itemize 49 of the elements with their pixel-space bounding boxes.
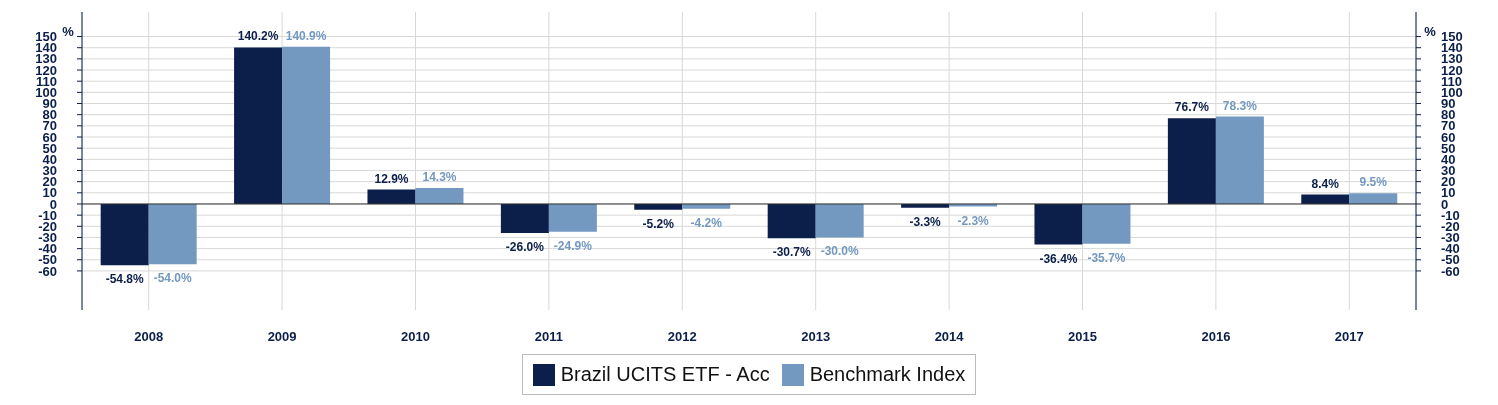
bar [500,203,549,233]
data-label: -30.0% [820,244,860,259]
data-label: 78.3% [1222,98,1258,113]
bar [367,189,416,204]
data-label: 9.5% [1359,175,1388,190]
x-tick-label: 2016 [1201,329,1231,345]
bar [1349,193,1398,204]
bar [415,188,464,204]
x-tick-label: 2015 [1068,329,1097,345]
bar [282,46,331,204]
data-label: -26.0% [505,239,545,254]
data-label: -3.3% [909,214,942,229]
legend-label: Benchmark Index [809,363,966,386]
x-tick-label: 2008 [134,329,164,345]
data-label: -2.3% [957,213,990,228]
bar [234,47,283,204]
x-tick-label: 2014 [934,329,965,345]
x-tick-label: 2012 [667,329,697,345]
data-label: -4.2% [690,215,723,230]
data-label: -36.4% [1039,251,1078,266]
bar [1034,203,1083,245]
bar [1082,203,1131,244]
data-label: 12.9% [374,171,409,186]
data-label: 8.4% [1311,176,1340,191]
x-tick-label: 2013 [801,329,831,345]
x-tick-label: 2009 [267,329,297,345]
data-label: 140.2% [237,29,279,44]
data-label: -24.9% [553,238,593,253]
bar [548,203,597,232]
y-axis-title: % [62,24,75,39]
x-tick-label: 2010 [401,329,430,345]
bar [1215,116,1264,204]
bar [148,203,197,265]
data-label: -35.7% [1087,250,1126,265]
data-label: -5.2% [642,216,675,231]
data-label: 140.9% [285,28,327,43]
bar [100,203,149,266]
bar [767,203,816,239]
x-tick-label: 2011 [534,329,563,345]
data-label: -54.8% [105,272,145,287]
y2-axis-title: % [1424,24,1437,39]
data-label: -30.7% [772,245,812,260]
data-label: -54.0% [153,271,193,286]
legend-label: Brazil UCITS ETF - Acc [560,363,770,386]
bar [815,203,864,238]
data-label: 76.7% [1174,100,1210,115]
x-tick-label: 2017 [1334,329,1364,345]
bar [1167,118,1216,204]
data-label: 14.3% [422,170,457,185]
